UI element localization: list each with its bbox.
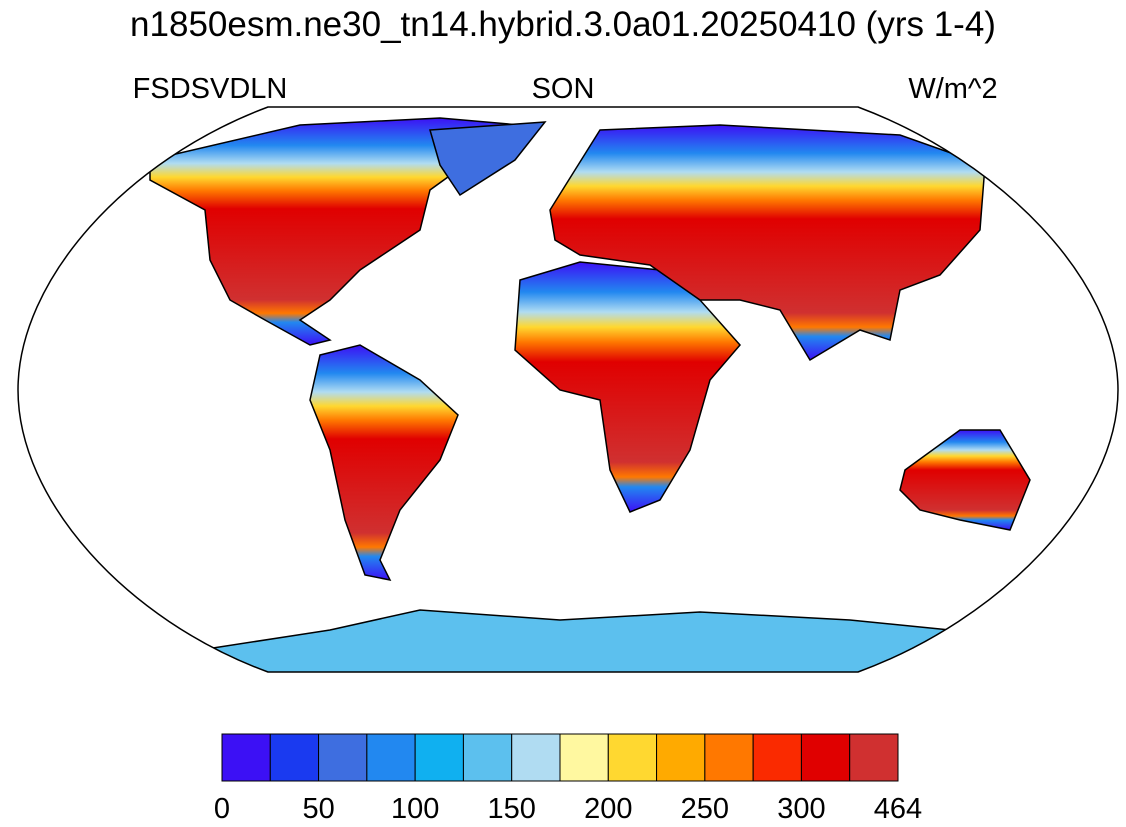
colorbar-box: [366, 733, 416, 782]
colorbar-box: [318, 733, 368, 782]
colorbar-label: 200: [584, 793, 632, 822]
variable-name: FSDSVDLN: [133, 73, 288, 105]
colorbar-box: [559, 733, 609, 782]
colorbar-label: 250: [681, 793, 729, 822]
colorbar-box: [414, 733, 464, 782]
title: n1850esm.ne30_tn14.hybrid.3.0a01.2025041…: [130, 5, 996, 44]
greenland: [429, 121, 547, 197]
colorbar-box: [511, 733, 561, 782]
map: [149, 117, 1031, 672]
colorbar-label: 150: [488, 793, 536, 822]
colorbar-label: 464: [874, 793, 922, 822]
north-america: [149, 117, 523, 346]
colorbar-box: [607, 733, 658, 782]
colorbar-box: [752, 733, 802, 782]
colorbar-label: 300: [777, 793, 825, 822]
units: W/m^2: [908, 73, 997, 105]
colorbar-box: [656, 733, 706, 782]
eurasia: [549, 124, 986, 362]
colorbar-label: 100: [391, 793, 439, 822]
map-border: [17, 106, 1119, 673]
season: SON: [532, 73, 595, 105]
colorbar-box: [704, 733, 754, 782]
south-america: [309, 344, 459, 582]
australia: [899, 429, 1031, 531]
antarctica: [199, 609, 1001, 672]
colorbar-label: 50: [302, 793, 334, 822]
colorbar-box: [462, 733, 513, 782]
colorbar-box: [800, 733, 851, 782]
colorbar-box: [849, 733, 899, 782]
colorbar-label: 0: [214, 793, 230, 822]
colorbar-box: [221, 733, 271, 782]
colorbar: 0 50 100 150 200 250 300 464: [214, 733, 922, 825]
colorbar-box: [269, 733, 320, 782]
